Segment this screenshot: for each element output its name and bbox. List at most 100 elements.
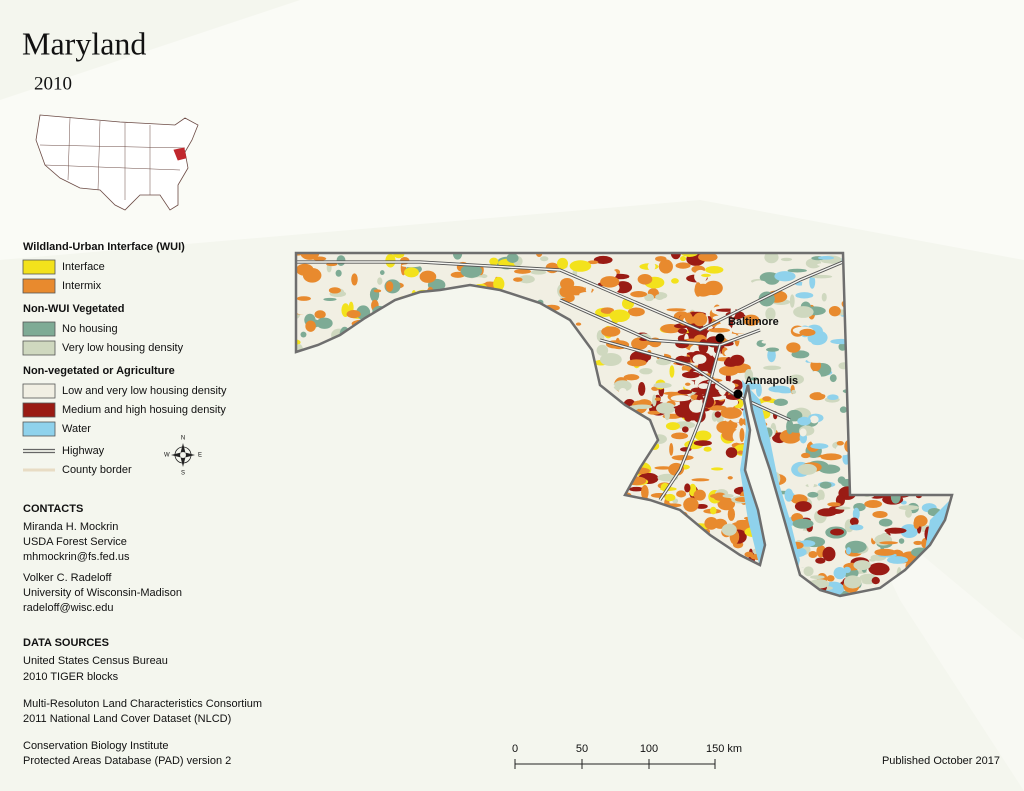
land-cover-patch [683,497,699,512]
land-cover-patch [768,385,790,393]
land-cover-patch [871,576,880,585]
land-cover-patch [815,557,826,564]
land-cover-patch [853,560,871,571]
land-cover-patch [794,501,812,512]
cities: Baltimore Annapolis [715,316,798,399]
land-cover-patch [807,357,827,363]
source-line: United States Census Bureau [23,655,168,667]
land-cover-patch [828,305,841,317]
contact-line: Miranda H. Mockrin [23,521,118,533]
land-cover-patch [656,402,676,414]
land-cover-patch [328,287,341,294]
land-cover-patch [489,257,499,266]
compass-rose: N E S W [164,436,202,477]
land-cover-patch [809,392,826,401]
land-cover-patch [789,294,795,308]
land-cover-patch [727,507,736,521]
land-cover-patch [671,278,679,284]
land-cover-patch [833,567,847,580]
land-cover-patch [808,371,822,386]
land-cover-patch [756,383,762,397]
land-cover-patch [796,397,814,405]
legend-heading: Non-vegetated or Agriculture [23,365,175,377]
land-cover-patch [839,406,848,413]
land-cover-patch [314,310,326,319]
land-cover-patch [694,282,702,297]
land-cover-patch [834,367,846,374]
land-cover-patch [637,273,653,285]
land-cover-patch [784,488,794,502]
land-cover-patch [810,575,825,580]
legend-heading: Wildland-Urban Interface (WUI) [23,241,185,253]
scale-label: 0 [512,743,518,755]
land-cover-patch [720,407,742,419]
land-cover-patch [792,518,814,529]
land-cover-patch [787,268,807,273]
land-cover-patch [822,546,836,562]
land-cover-patch [795,292,814,299]
land-cover-patch [773,398,788,407]
land-cover-patch [530,270,547,275]
land-cover-patch [593,255,613,264]
land-cover-patch [829,374,837,383]
land-cover-patch [653,382,672,389]
land-cover-patch [676,490,687,498]
land-cover-patch [647,262,656,271]
land-cover-patch [827,394,839,401]
land-cover-patch [774,271,796,282]
highway [599,339,791,421]
highway [559,299,761,346]
land-cover-patch [675,262,691,269]
contacts-heading: CONTACTS [23,503,83,515]
land-cover-patch [913,540,923,545]
land-cover-patch [815,473,825,481]
land-cover-patch [827,267,848,278]
map-year: 2010 [34,73,72,94]
land-cover-patch [864,500,883,508]
legend-label: Medium and high hosuing density [62,404,226,416]
land-cover-patch [569,260,592,272]
land-cover-patch [404,267,419,278]
land-cover-patch [787,314,793,326]
land-cover-patch [296,304,316,309]
city-label: Annapolis [745,375,798,387]
land-cover-patch [766,347,780,352]
land-cover-patch [698,383,710,389]
land-cover-patch [585,285,592,294]
land-cover-patch [419,270,437,283]
land-cover-patch [763,365,782,371]
land-cover-patch [872,511,888,519]
land-cover-patch [787,253,805,258]
land-cover-patch [300,331,307,338]
land-cover-patch [707,405,727,411]
legend-label: Very low housing density [62,342,184,354]
land-cover-patch [791,350,810,359]
map-title: Maryland [22,25,146,61]
land-cover-patch [681,426,689,433]
land-cover-patch [513,277,523,282]
land-cover-patch [596,344,609,356]
land-cover-patch [296,263,314,276]
legend: Wildland-Urban Interface (WUI) Interface I… [22,241,227,476]
land-cover-patch [868,558,876,562]
land-cover-patch [600,276,620,288]
land-cover-patch [739,418,744,426]
land-cover-patch [658,259,673,274]
land-cover-patch [878,518,893,527]
land-cover-patch [652,394,657,407]
land-cover-patch [708,327,731,333]
land-cover-patch [705,265,724,274]
land-cover-patch [305,320,316,332]
land-cover-patch [692,312,708,327]
land-cover-patch [843,566,851,574]
compass-n: N [181,436,185,442]
land-cover-patch [879,532,890,543]
land-cover-patch [808,551,818,559]
land-cover-patch [654,397,661,401]
legend-swatch [22,321,56,337]
land-cover-patch [677,389,693,395]
land-cover-patch [373,289,382,293]
land-cover-patch [506,253,519,264]
land-cover-patch [780,257,793,262]
land-cover-patch [605,269,617,279]
